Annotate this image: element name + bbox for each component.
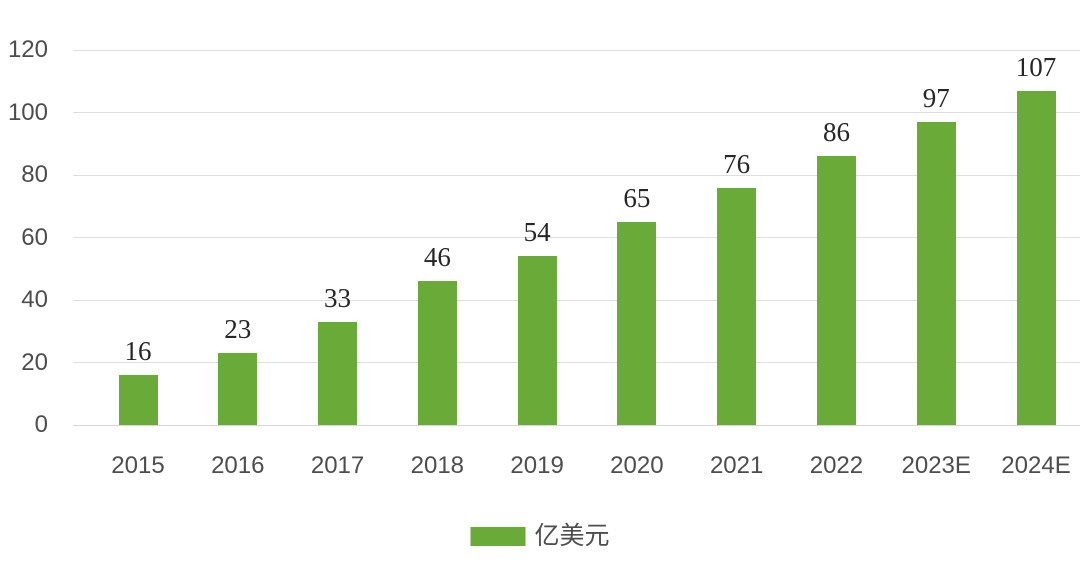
y-tick-label: 100	[7, 98, 48, 126]
bar	[218, 353, 258, 425]
x-tick-label: 2020	[610, 452, 664, 479]
x-tick-label: 2023E	[901, 452, 971, 479]
bar-value-label: 46	[423, 242, 451, 273]
gridline	[73, 424, 1080, 426]
gridline	[73, 174, 1080, 176]
bar-value-label: 107	[1015, 51, 1057, 82]
y-tick-label: 0	[34, 411, 48, 438]
bar-value-label: 33	[324, 282, 352, 313]
bar-value-label: 97	[922, 82, 950, 113]
gridline	[73, 299, 1080, 301]
gridline	[73, 49, 1080, 51]
x-tick-label: 2017	[310, 452, 365, 479]
bar	[717, 187, 757, 425]
bar	[816, 156, 856, 425]
legend-label: 亿美元	[534, 522, 610, 550]
y-tick-label: 120	[7, 36, 48, 63]
bar-value-label: 54	[523, 217, 551, 248]
bar	[417, 281, 457, 425]
x-tick-label: 2018	[410, 452, 465, 479]
bar	[617, 221, 657, 425]
x-tick-label: 2021	[709, 452, 764, 479]
bar-value-label: 86	[822, 117, 850, 148]
x-tick-label: 2024E	[1001, 452, 1071, 479]
x-tick-label: 2015	[111, 452, 165, 479]
bar-value-label: 65	[623, 182, 651, 213]
bar-value-label: 23	[224, 314, 252, 345]
y-tick-label: 20	[21, 348, 48, 376]
y-tick-label: 60	[21, 223, 48, 251]
y-tick-label: 80	[21, 161, 48, 188]
x-tick-label: 2019	[510, 452, 564, 479]
bar	[916, 121, 956, 425]
gridline	[73, 112, 1080, 113]
bar	[118, 375, 158, 425]
bar	[1016, 90, 1056, 425]
x-tick-label: 2022	[809, 452, 864, 479]
bar-value-label: 76	[723, 148, 751, 179]
legend: 亿美元	[470, 522, 610, 550]
y-tick-label: 40	[21, 286, 48, 313]
legend-swatch-icon	[470, 526, 526, 546]
bar	[517, 256, 557, 425]
bar-value-label: 16	[124, 336, 152, 366]
gridline	[73, 237, 1080, 238]
bar	[318, 321, 358, 425]
x-tick-label: 2016	[211, 452, 265, 479]
gridline	[73, 362, 1080, 363]
